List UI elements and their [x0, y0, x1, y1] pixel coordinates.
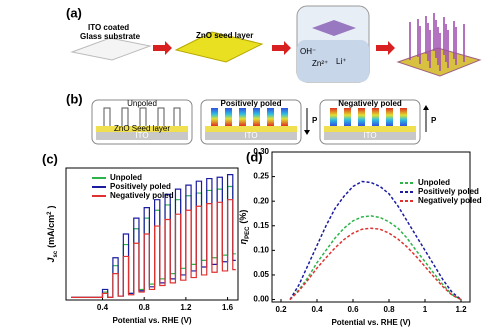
- text: ITO coated: [88, 23, 129, 32]
- panel-label: (c): [42, 151, 58, 166]
- y-label-part: sc: [53, 250, 59, 257]
- arrow: [376, 41, 395, 55]
- ion: OH⁻: [300, 47, 316, 56]
- series-line: [289, 227, 462, 301]
- y-axis-label: ηPEC (%): [238, 210, 250, 245]
- glass: [70, 37, 152, 61]
- text: Glass substrate: [80, 32, 141, 41]
- x-tick-label: 0.2: [275, 305, 287, 314]
- y-tick-label: 0.30: [253, 147, 269, 156]
- legend-label: Positively poled: [418, 187, 479, 196]
- ion: Li⁺: [336, 57, 346, 66]
- x-tick-label: 1: [423, 305, 428, 314]
- legend-label: Negatively poled: [110, 191, 174, 200]
- unpoled-panel: [91, 99, 193, 145]
- y-tick-label: 0.25: [253, 172, 269, 181]
- x-tick-label: 0.4: [311, 305, 323, 314]
- x-tick-label: 1.6: [222, 303, 234, 312]
- plot-frame: [65, 167, 239, 301]
- x-tick-label: 1.2: [180, 303, 192, 312]
- charts: (c) 0.4 0.8 1.2 1.6 Potential vs. RHE (V) Jsc (…: [42, 147, 482, 327]
- series-line: [289, 215, 462, 301]
- legend-label: Negatively poled: [418, 196, 482, 205]
- y-tick-label: 0.15: [253, 221, 269, 230]
- positive-panel: [200, 99, 310, 145]
- text: P: [431, 116, 437, 125]
- holder: [312, 20, 356, 36]
- x-axis-label: Potential vs. RHE (V): [331, 318, 410, 327]
- series-line: [289, 180, 462, 301]
- text: Negatively poled: [338, 99, 402, 108]
- text: Unpoled: [127, 99, 157, 108]
- arrow: [153, 41, 172, 55]
- y-tick-label: 0.05: [253, 270, 269, 279]
- y-label-part: 2: [47, 211, 53, 215]
- legend-label: Unpoled: [418, 178, 450, 187]
- x-tick-label: 0.4: [97, 303, 109, 312]
- y-tick-label: 0.00: [253, 295, 269, 304]
- legend-label: Unpoled: [110, 173, 142, 182]
- y-axis-label: Jsc (mA/cm2): [46, 205, 58, 262]
- x-tick-label: 1.2: [455, 305, 467, 314]
- x-axis-label: Potential vs. RHE (V): [112, 316, 191, 325]
- ion: Zn²⁺: [312, 59, 328, 68]
- text: P: [312, 116, 318, 125]
- text: ITO: [135, 131, 148, 140]
- arrow: [272, 41, 291, 55]
- text: Positively poled: [221, 99, 282, 108]
- series-line: [71, 199, 236, 298]
- text: ITO: [244, 131, 257, 140]
- solution: [297, 40, 369, 82]
- panel-label: (d): [246, 149, 263, 164]
- x-tick-label: 0.8: [383, 305, 395, 314]
- y-tick-label: 0.20: [253, 196, 269, 205]
- y-label-part: ): [46, 205, 56, 208]
- panel-label: (a): [66, 5, 82, 20]
- text: ITO: [363, 131, 376, 140]
- y-label-part: J: [46, 257, 56, 263]
- negative-panel: [319, 99, 429, 145]
- legend-label: Positively poled: [110, 182, 171, 191]
- x-tick-label: 0.6: [347, 305, 359, 314]
- y-label-part: (mA/cm: [46, 215, 56, 248]
- panel-label: (b): [66, 91, 83, 106]
- x-tick-label: 0.8: [139, 303, 151, 312]
- text: ZnO Seed layer: [114, 124, 170, 133]
- plot-frame: [271, 151, 471, 303]
- rod-array: [409, 13, 465, 71]
- y-label-part: (%): [238, 210, 248, 224]
- text: ZnO seed layer: [196, 31, 253, 40]
- y-label-part: η: [238, 238, 248, 244]
- y-tick-label: 0.10: [253, 245, 269, 254]
- y-label-part: PEC: [245, 226, 251, 239]
- seed-plate: [174, 31, 264, 63]
